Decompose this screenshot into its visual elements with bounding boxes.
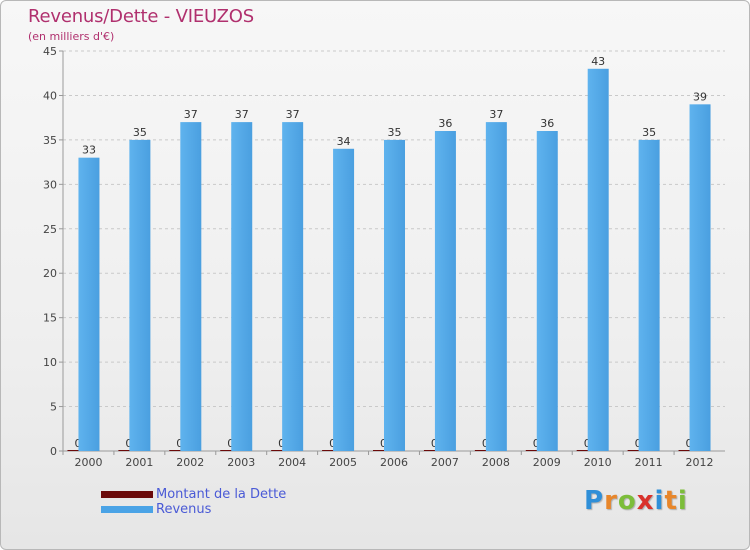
revenue-value-label: 37: [286, 108, 300, 121]
revenue-bar: [485, 122, 507, 451]
debt-value-label: 0: [380, 437, 387, 450]
revenue-value-label: 35: [642, 126, 656, 139]
chart-subtitle: (en milliers d'€): [28, 30, 115, 43]
logo-letter: o: [617, 486, 637, 516]
y-tick-label: 10: [43, 356, 57, 369]
debt-bar: [220, 450, 242, 451]
x-tick-label: 2009: [533, 456, 561, 469]
logo-letter: P: [584, 486, 605, 516]
logo-letter: r: [604, 486, 618, 516]
debt-bar: [678, 450, 700, 451]
debt-value-label: 0: [635, 437, 642, 450]
chart-title: Revenus/Dette - VIEUZOS: [28, 6, 254, 27]
revenue-bar: [282, 122, 304, 451]
x-tick-label: 2006: [380, 456, 408, 469]
logo-letter: t: [664, 486, 678, 516]
logo-letter: i: [677, 486, 688, 516]
debt-bar: [474, 450, 496, 451]
x-tick-label: 2008: [482, 456, 510, 469]
debt-value-label: 0: [482, 437, 489, 450]
debt-bar: [423, 450, 445, 451]
revenue-bar: [78, 157, 100, 451]
revenue-bar: [384, 139, 405, 451]
debt-value-label: 0: [584, 437, 591, 450]
revenue-value-label: 37: [489, 108, 503, 121]
revenue-bar: [638, 139, 660, 451]
legend-label-revenus: Revenus: [156, 502, 212, 517]
revenue-bar: [587, 68, 609, 452]
debt-value-label: 0: [329, 437, 336, 450]
revenue-bar: [180, 122, 202, 451]
revenue-value-label: 37: [235, 108, 249, 121]
x-tick-label: 2001: [125, 456, 153, 469]
x-tick-label: 2011: [635, 456, 663, 469]
revenue-value-label: 35: [133, 126, 147, 139]
debt-bar: [576, 450, 598, 451]
y-tick-label: 40: [43, 89, 57, 102]
x-tick-label: 2007: [431, 456, 459, 469]
x-tick-label: 2000: [74, 456, 102, 469]
x-tick-label: 2002: [176, 456, 204, 469]
x-tick-label: 2004: [278, 456, 306, 469]
debt-value-label: 0: [431, 437, 438, 450]
legend-swatch-revenus: [101, 506, 153, 513]
debt-value-label: 0: [125, 437, 132, 450]
debt-value-label: 0: [74, 437, 81, 450]
y-tick-label: 45: [43, 45, 57, 58]
revenue-bar: [434, 131, 456, 451]
revenue-value-label: 33: [82, 144, 96, 157]
debt-bar: [169, 450, 191, 451]
revenue-bar: [129, 139, 151, 451]
logo-letter: x: [636, 486, 655, 516]
logo-letter: i: [654, 486, 665, 516]
x-tick-label: 2005: [329, 456, 357, 469]
revenue-value-label: 35: [388, 126, 402, 139]
x-tick-label: 2003: [227, 456, 255, 469]
revenue-bar: [333, 148, 355, 451]
revenue-value-label: 34: [337, 135, 351, 148]
y-tick-label: 20: [43, 267, 57, 280]
y-tick-label: 0: [50, 445, 57, 458]
x-tick-label: 2012: [686, 456, 714, 469]
debt-bar: [271, 450, 293, 451]
y-tick-label: 25: [43, 223, 57, 236]
debt-bar: [525, 450, 547, 451]
debt-bar: [67, 450, 89, 451]
debt-bar: [118, 450, 140, 451]
debt-value-label: 0: [227, 437, 234, 450]
revenue-value-label: 39: [693, 90, 707, 103]
legend-label-dette: Montant de la Dette: [156, 487, 287, 502]
y-tick-label: 5: [50, 401, 57, 414]
x-tick-label: 2010: [584, 456, 612, 469]
revenue-value-label: 36: [540, 117, 554, 130]
proxiti-logo: Proxiti: [584, 486, 688, 516]
y-tick-label: 15: [43, 312, 57, 325]
debt-value-label: 0: [176, 437, 183, 450]
debt-value-label: 0: [686, 437, 693, 450]
revenue-bar: [231, 122, 253, 451]
revenue-bar: [536, 131, 558, 451]
revenue-value-label: 43: [591, 55, 605, 68]
revenue-value-label: 37: [184, 108, 198, 121]
revenue-bar: [689, 104, 711, 451]
debt-value-label: 0: [278, 437, 285, 450]
y-tick-label: 30: [43, 178, 57, 191]
debt-bar: [373, 450, 394, 451]
debt-bar: [322, 450, 344, 451]
debt-bar: [627, 450, 649, 451]
y-tick-label: 35: [43, 134, 57, 147]
debt-value-label: 0: [533, 437, 540, 450]
revenue-value-label: 36: [438, 117, 452, 130]
legend-swatch-dette: [101, 491, 153, 498]
